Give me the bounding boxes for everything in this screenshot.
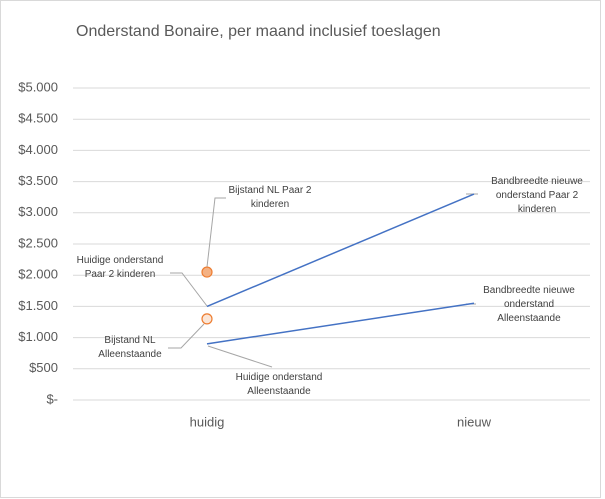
series-line bbox=[206, 302, 475, 345]
y-tick-label: $2.500 bbox=[18, 235, 58, 250]
y-tick-label: $3.500 bbox=[18, 173, 58, 188]
annotation: Huidige onderstand Paar 2 kinderen bbox=[76, 255, 164, 280]
annotation: Bandbreedte nieuwe onderstand Alleenstaa… bbox=[483, 285, 575, 324]
y-tick-label: $4.500 bbox=[18, 111, 58, 126]
series-line bbox=[206, 193, 475, 308]
y-tick-label: $1.000 bbox=[18, 329, 58, 344]
chart-title: Onderstand Bonaire, per maand inclusief … bbox=[76, 23, 441, 40]
x-tick-label: nieuw bbox=[457, 414, 492, 429]
marker bbox=[201, 313, 213, 325]
x-tick-label: huidig bbox=[190, 414, 225, 429]
leader-line bbox=[206, 197, 226, 268]
y-tick-label: $1.500 bbox=[18, 298, 58, 313]
annotation: Bijstand NL Paar 2 kinderen bbox=[228, 185, 312, 210]
marker bbox=[201, 266, 213, 278]
leader-line bbox=[207, 345, 273, 368]
y-tick-label: $- bbox=[46, 391, 58, 406]
y-tick-label: $500 bbox=[29, 360, 58, 375]
leader-line bbox=[168, 323, 205, 349]
annotation: Bandbreedte nieuwe onderstand Paar 2 kin… bbox=[491, 176, 583, 215]
y-tick-label: $2.000 bbox=[18, 267, 58, 282]
y-tick-label: $5.000 bbox=[18, 79, 58, 94]
annotation: Huidige onderstand Alleenstaande bbox=[235, 372, 323, 397]
y-tick-label: $4.000 bbox=[18, 142, 58, 157]
annotation: Bijstand NL Alleenstaande bbox=[98, 335, 162, 360]
leader-line bbox=[170, 272, 208, 307]
y-tick-label: $3.000 bbox=[18, 204, 58, 219]
